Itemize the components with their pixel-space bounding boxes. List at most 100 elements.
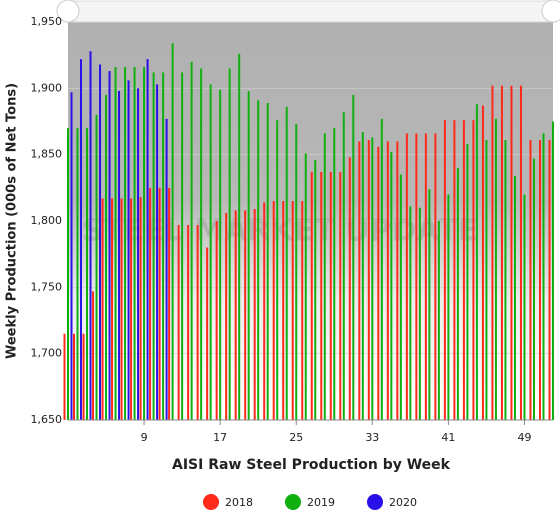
bar — [523, 194, 526, 420]
bar — [67, 128, 69, 420]
bar — [133, 67, 136, 421]
bar — [548, 140, 551, 420]
bar — [304, 153, 307, 420]
x-tick-label: 9 — [141, 431, 148, 444]
bar — [165, 118, 168, 420]
bar — [462, 120, 465, 420]
legend-marker — [203, 494, 219, 510]
bar — [377, 146, 380, 420]
legend-label: 2018 — [225, 496, 253, 509]
bar — [532, 158, 535, 420]
bar — [475, 104, 478, 421]
bar — [101, 198, 104, 420]
bar — [348, 157, 351, 420]
bar — [447, 194, 450, 420]
bar — [120, 198, 123, 420]
bar — [152, 72, 155, 420]
bar — [228, 68, 231, 420]
bar — [386, 141, 389, 420]
bar — [380, 118, 383, 420]
bar — [130, 198, 133, 420]
bar — [181, 72, 184, 420]
bar — [158, 187, 161, 420]
bar — [206, 247, 209, 420]
bar — [276, 120, 279, 420]
legend-marker — [285, 494, 301, 510]
bar — [491, 85, 494, 421]
x-tick-label: 49 — [517, 431, 531, 444]
bar — [92, 291, 95, 420]
bar — [247, 90, 250, 420]
bar — [177, 224, 180, 420]
bar — [405, 133, 408, 420]
y-tick-label: 1,650 — [31, 413, 63, 426]
bar — [529, 140, 532, 420]
bar — [504, 140, 507, 420]
bar — [513, 175, 516, 420]
bar — [333, 128, 336, 420]
bar — [434, 133, 437, 420]
bar — [70, 92, 73, 421]
bar — [118, 90, 121, 420]
bar — [105, 94, 108, 420]
bar — [371, 137, 374, 421]
bar — [89, 51, 92, 420]
bar — [143, 67, 146, 421]
bar — [209, 84, 212, 420]
bar — [187, 224, 190, 420]
bar — [339, 171, 342, 420]
bar — [111, 198, 114, 420]
bar — [146, 59, 149, 420]
x-axis-title: AISI Raw Steel Production by Week — [172, 457, 451, 473]
bar — [437, 221, 440, 420]
bar — [108, 71, 111, 420]
y-tick-label: 1,750 — [31, 280, 63, 293]
bar — [453, 120, 456, 420]
x-tick-label: 33 — [365, 431, 379, 444]
bar — [95, 114, 98, 420]
bar — [481, 105, 484, 420]
y-tick-label: 1,950 — [31, 15, 63, 28]
bar — [399, 174, 402, 420]
bar — [352, 94, 355, 420]
bar — [443, 120, 446, 420]
bar — [314, 159, 317, 420]
bar — [266, 102, 269, 420]
bar — [200, 68, 203, 420]
navigator[interactable] — [67, 0, 554, 23]
navigator-handle[interactable] — [541, 0, 560, 23]
x-tick-label: 17 — [213, 431, 227, 444]
bar — [149, 187, 152, 420]
bar — [466, 144, 469, 420]
bar — [168, 187, 171, 420]
x-tick-label: 25 — [289, 431, 303, 444]
bar — [415, 133, 418, 420]
y-axis-title: Weekly Production (000s of Net Tons) — [5, 83, 20, 359]
bar — [162, 72, 165, 420]
bar — [76, 128, 79, 420]
bar — [367, 140, 370, 420]
bar — [225, 213, 228, 420]
bar — [510, 85, 513, 421]
bar — [124, 67, 127, 421]
y-tick-label: 1,850 — [31, 148, 63, 161]
bar — [219, 89, 222, 420]
bar — [424, 133, 427, 420]
bar — [301, 201, 304, 420]
bar — [342, 112, 345, 421]
bar — [171, 43, 174, 421]
bar — [263, 202, 266, 420]
bar — [86, 128, 89, 420]
bar — [320, 171, 323, 420]
bar — [99, 64, 102, 420]
bar — [329, 171, 332, 420]
bar — [552, 121, 554, 420]
bar — [73, 333, 76, 420]
bar — [137, 88, 140, 420]
bar — [485, 140, 488, 420]
y-tick-label: 1,900 — [31, 81, 63, 94]
bar — [418, 207, 421, 420]
bar — [253, 209, 256, 420]
bar — [196, 224, 199, 420]
